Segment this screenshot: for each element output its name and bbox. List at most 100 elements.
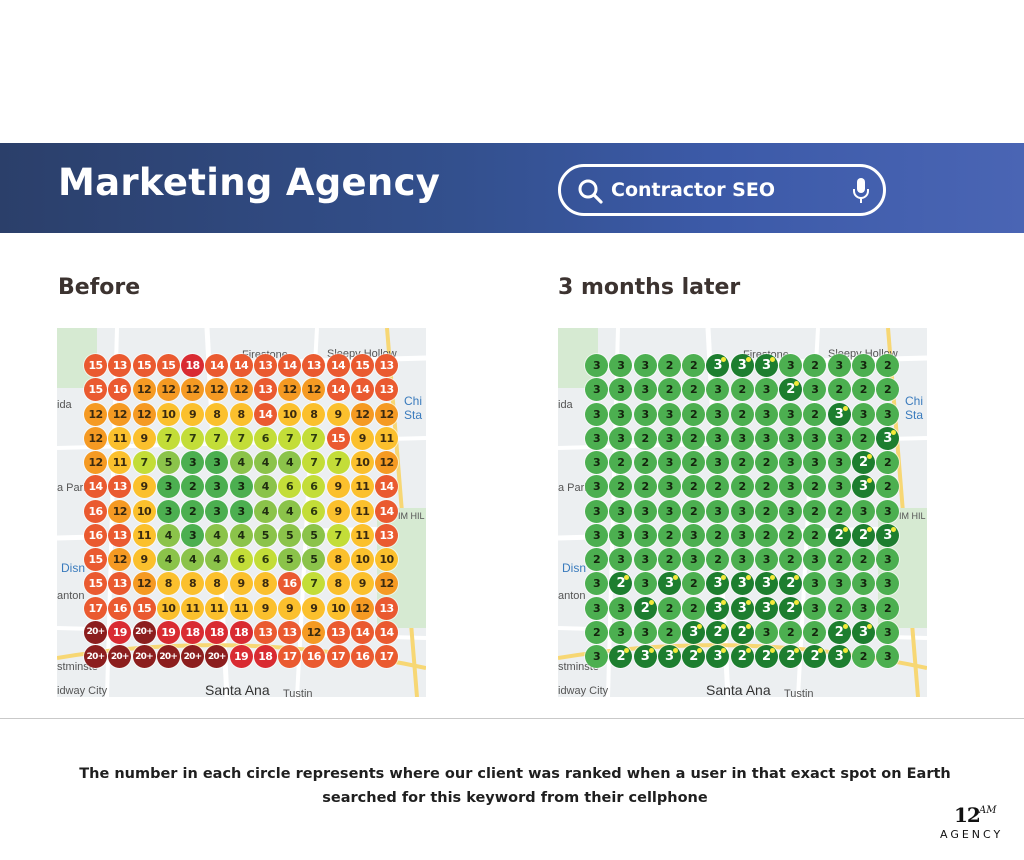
search-box[interactable]: Contractor SEO <box>558 164 886 216</box>
after-heading: 3 months later <box>558 275 741 300</box>
rank-dot: 4 <box>253 499 277 523</box>
rank-dot: 3 <box>754 572 778 596</box>
rank-dot: 15 <box>326 426 350 450</box>
rank-dot: 6 <box>253 426 277 450</box>
search-icon <box>578 179 603 204</box>
rank-dot: 9 <box>350 572 374 596</box>
rank-dot: 3 <box>730 354 754 377</box>
caption-line-1: The number in each circle represents whe… <box>79 766 951 782</box>
rank-dot: 3 <box>706 572 730 596</box>
rank-dot: 7 <box>278 426 301 450</box>
rank-dot: 9 <box>253 596 277 620</box>
rank-dot: 12 <box>375 572 398 596</box>
rank-dot: 3 <box>657 426 681 450</box>
rank-dot: 9 <box>229 572 253 596</box>
rank-dot: 3 <box>730 523 754 547</box>
rank-dot: 20+ <box>156 645 180 668</box>
rank-dot: 7 <box>326 451 350 474</box>
rank-dot: 2 <box>682 475 705 499</box>
rank-dot: 7 <box>302 572 326 596</box>
rank-dot: 3 <box>730 572 754 596</box>
rank-dot: 3 <box>827 402 851 426</box>
rank-dot: 10 <box>132 499 156 523</box>
rank-dot: 11 <box>181 596 204 620</box>
rank-dot: 2 <box>827 620 851 644</box>
rank-dot: 12 <box>350 596 374 620</box>
rank-dot: 3 <box>181 523 204 547</box>
rank-dot: 2 <box>754 475 778 499</box>
rank-dot: 3 <box>730 548 754 571</box>
rank-dot: 3 <box>633 548 657 571</box>
rank-dot: 2 <box>803 354 827 377</box>
map-label-midway-city: idway City <box>57 685 108 697</box>
rank-dot: 3 <box>827 572 851 596</box>
rank-dot: 5 <box>302 523 326 547</box>
rank-dot: 3 <box>706 499 730 523</box>
map-label-a-park: a Park <box>558 482 590 494</box>
rank-dot: 13 <box>108 523 132 547</box>
map-label-im-hil: IM HIL <box>899 511 926 521</box>
rank-dot: 3 <box>706 402 730 426</box>
agency-logo: 12 AM AGENCY <box>940 803 1010 843</box>
rank-dot: 10 <box>156 402 180 426</box>
rank-dot: 2 <box>706 620 730 644</box>
rank-dot: 13 <box>375 378 398 402</box>
rank-dot: 11 <box>132 523 156 547</box>
rank-dot: 20+ <box>132 645 156 668</box>
rank-dot: 12 <box>375 451 398 474</box>
footer-caption: The number in each circle represents whe… <box>40 762 990 810</box>
rank-dot: 2 <box>633 475 657 499</box>
rank-dot: 3 <box>609 548 633 571</box>
rank-dot: 3 <box>585 451 608 474</box>
rank-dot: 3 <box>156 475 180 499</box>
rank-dot: 11 <box>350 523 374 547</box>
rank-dot: 2 <box>779 572 802 596</box>
rank-dot: 4 <box>253 475 277 499</box>
map-label-anton: anton <box>57 590 85 602</box>
rank-dot: 2 <box>779 523 802 547</box>
map-label-midway-city: idway City <box>558 685 609 697</box>
rank-dot: 2 <box>803 475 827 499</box>
rank-dot: 3 <box>851 572 875 596</box>
map-label-sta: Sta <box>404 408 423 422</box>
rank-dot: 3 <box>205 451 229 474</box>
rank-dot: 2 <box>706 523 730 547</box>
rank-dot: 13 <box>375 596 398 620</box>
rank-dot: 2 <box>730 645 754 668</box>
rank-dot: 13 <box>108 354 132 377</box>
rank-dot: 12 <box>302 378 326 402</box>
rank-dot: 2 <box>609 475 633 499</box>
rank-dot: 13 <box>108 572 132 596</box>
rank-dot: 20+ <box>205 645 229 668</box>
rank-dot: 3 <box>730 426 754 450</box>
rank-dot: 13 <box>375 523 398 547</box>
caption-line-2: searched for this keyword from their cel… <box>322 790 708 806</box>
rank-dot: 7 <box>302 451 326 474</box>
rank-dot: 10 <box>278 402 301 426</box>
rank-dot: 3 <box>754 402 778 426</box>
rank-dot: 4 <box>253 451 277 474</box>
microphone-icon[interactable] <box>851 177 871 205</box>
rank-dot: 2 <box>609 451 633 474</box>
rank-dot: 3 <box>229 475 253 499</box>
logo-number: 12 <box>954 803 981 827</box>
rank-dot: 9 <box>132 426 156 450</box>
rank-dot: 3 <box>205 475 229 499</box>
map-label-ida: ida <box>57 399 72 411</box>
map-label-tustin: Tustin <box>784 688 814 697</box>
rank-dot: 4 <box>156 523 180 547</box>
rank-dot: 13 <box>253 378 277 402</box>
rank-dot: 6 <box>302 475 326 499</box>
rank-dot: 2 <box>633 596 657 620</box>
rank-dot: 3 <box>156 499 180 523</box>
rank-dot: 2 <box>779 378 802 402</box>
rank-dot: 12 <box>108 402 132 426</box>
rank-dot: 11 <box>350 499 374 523</box>
rank-dot: 18 <box>253 645 277 668</box>
rank-dot: 2 <box>609 572 633 596</box>
rank-dot: 3 <box>585 354 608 377</box>
rank-dot: 14 <box>326 354 350 377</box>
search-query[interactable]: Contractor SEO <box>611 179 775 201</box>
rank-dot: 2 <box>633 426 657 450</box>
rank-dot: 14 <box>229 354 253 377</box>
